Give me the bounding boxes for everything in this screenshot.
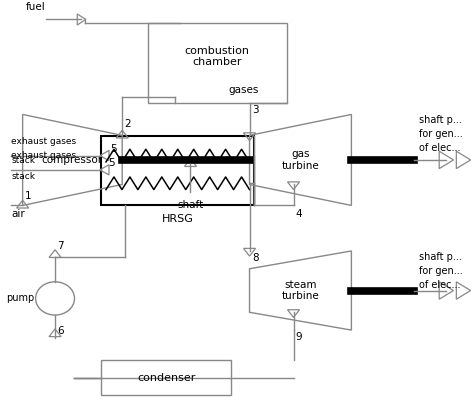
Text: of elec...: of elec... bbox=[419, 280, 460, 290]
Text: gases: gases bbox=[228, 85, 259, 95]
Text: steam
turbine: steam turbine bbox=[282, 280, 319, 301]
Text: shaft p...: shaft p... bbox=[419, 252, 461, 262]
Text: 7: 7 bbox=[57, 241, 64, 251]
Text: gas
turbine: gas turbine bbox=[282, 149, 319, 171]
Text: compressor: compressor bbox=[42, 155, 103, 165]
Text: stack: stack bbox=[11, 172, 35, 181]
Text: 1: 1 bbox=[25, 191, 32, 202]
Text: shaft: shaft bbox=[177, 200, 204, 210]
Bar bbox=[101, 360, 231, 396]
Text: combustion
chamber: combustion chamber bbox=[184, 46, 250, 67]
Text: of elec...: of elec... bbox=[419, 143, 460, 153]
Text: for gen...: for gen... bbox=[419, 266, 462, 276]
Bar bbox=[148, 23, 287, 103]
Text: condenser: condenser bbox=[137, 372, 195, 383]
Text: 9: 9 bbox=[296, 332, 302, 342]
Text: 8: 8 bbox=[252, 253, 258, 263]
Text: fuel: fuel bbox=[26, 2, 46, 12]
Text: exhaust gases: exhaust gases bbox=[11, 151, 76, 160]
Text: 2: 2 bbox=[125, 120, 131, 129]
Text: shaft p...: shaft p... bbox=[419, 116, 461, 125]
Text: pump: pump bbox=[6, 293, 34, 303]
Text: 5: 5 bbox=[110, 143, 117, 154]
Text: 4: 4 bbox=[296, 209, 302, 219]
Text: 5: 5 bbox=[108, 158, 115, 168]
Text: 3: 3 bbox=[252, 105, 258, 115]
Text: stack: stack bbox=[11, 156, 35, 165]
Bar bbox=[101, 136, 254, 206]
Text: air: air bbox=[11, 209, 25, 219]
Text: HRSG: HRSG bbox=[162, 214, 194, 224]
Text: 6: 6 bbox=[57, 326, 64, 336]
Text: exhaust gases: exhaust gases bbox=[11, 137, 76, 146]
Text: for gen...: for gen... bbox=[419, 129, 462, 139]
